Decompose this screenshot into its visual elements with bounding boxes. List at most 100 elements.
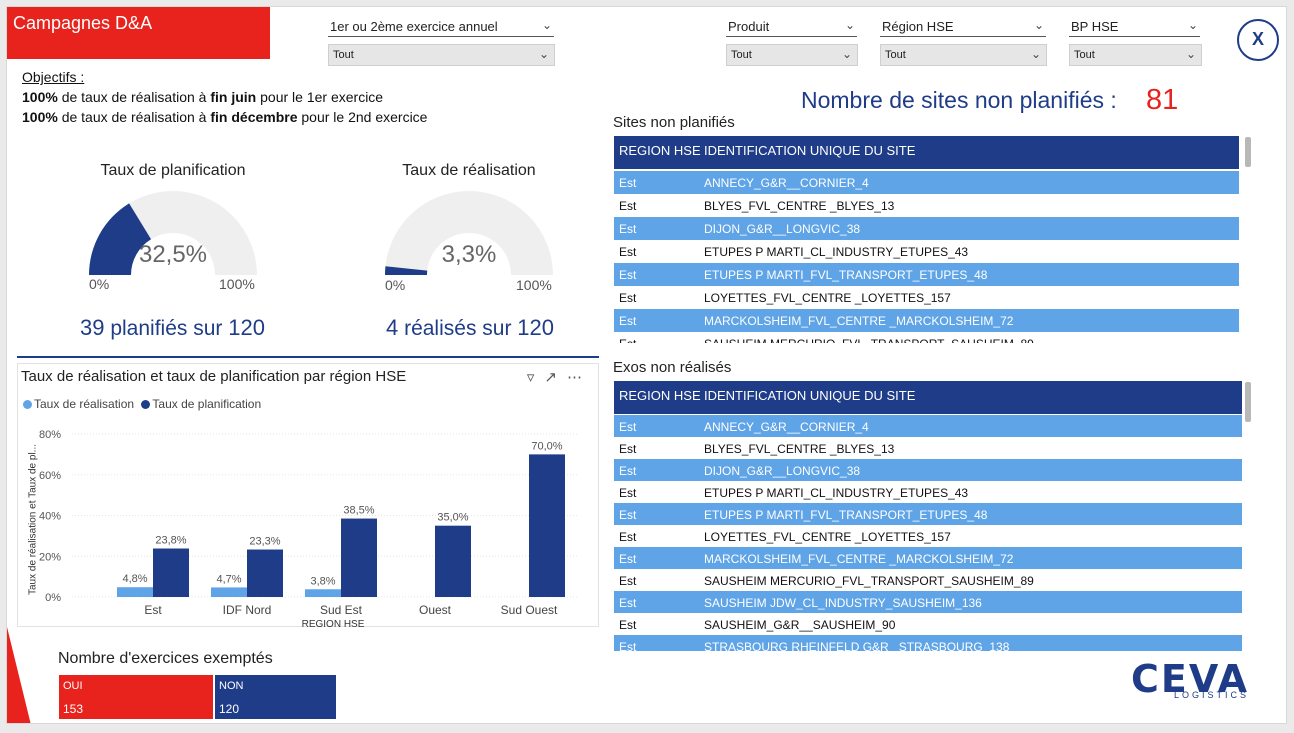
cell-region: Est [619, 176, 637, 190]
more-options-icon[interactable]: ⋯ [567, 369, 592, 386]
x-axis-title: REGION HSE [302, 619, 365, 628]
gauge-fill [385, 266, 428, 275]
chevron-down-icon: ⌄ [541, 18, 552, 32]
x-tick-label: IDF Nord [223, 603, 272, 617]
exemption-label: NON [219, 680, 244, 692]
table-row[interactable]: Est ETUPES P MARTI_FVL_TRANSPORT_ETUPES_4… [614, 503, 1242, 525]
gauge-min-label: 0% [385, 277, 406, 293]
exemption-label: OUI [63, 680, 83, 692]
cell-region: Est [619, 530, 637, 544]
data-label: 35,0% [437, 512, 468, 524]
cell-site-id: BLYES_FVL_CENTRE _BLYES_13 [704, 199, 895, 213]
objective-text: pour le 1er exercice [256, 89, 384, 105]
bar-planification[interactable] [247, 549, 283, 597]
table-row[interactable]: Est MARCKOLSHEIM_FVL_CENTRE _MARCKOLSHEIM… [614, 309, 1239, 332]
column-header[interactable]: IDENTIFICATION UNIQUE DU SITE [704, 143, 916, 158]
cell-site-id: BLYES_FVL_CENTRE _BLYES_13 [704, 442, 895, 456]
table-row[interactable]: Est SAUSHEIM_G&R__SAUSHEIM_90 [614, 613, 1242, 635]
gauge-planification[interactable] [83, 187, 263, 277]
bar-realisation[interactable] [117, 587, 153, 597]
slicer-exercice-dropdown[interactable]: Tout ⌄ [328, 44, 555, 66]
cell-site-id: MARCKOLSHEIM_FVL_CENTRE _MARCKOLSHEIM_72 [704, 552, 1014, 566]
bar-planification[interactable] [341, 518, 377, 597]
column-header[interactable]: IDENTIFICATION UNIQUE DU SITE [704, 388, 916, 403]
objective-pct: 100% [22, 109, 58, 125]
report-canvas: Campagnes D&A 1er ou 2ème exercice annue… [6, 6, 1287, 724]
unplanned-sites-label: Nombre de sites non planifiés : [801, 87, 1117, 113]
slicer-value: Tout [333, 49, 354, 61]
exemption-non-bar[interactable]: NON 120 [215, 675, 336, 719]
data-label: 3,8% [310, 575, 335, 587]
bar-realisation[interactable] [211, 587, 247, 597]
table-row[interactable]: Est ETUPES P MARTI_CL_INDUSTRY_ETUPES_43 [614, 481, 1242, 503]
slicer-region-dropdown[interactable]: Tout ⌄ [880, 44, 1047, 66]
slicer-produit-label: Produit ⌄ [726, 18, 857, 37]
gauge-realisation[interactable] [379, 187, 559, 277]
gauge-planification-value: 32,5% [138, 241, 208, 268]
cell-region: Est [619, 420, 637, 434]
table-row[interactable]: Est ETUPES P MARTI_FVL_TRANSPORT_ETUPES_4… [614, 263, 1239, 286]
objective-text: pour le 2nd exercice [297, 109, 428, 125]
cell-site-id: LOYETTES_FVL_CENTRE _LOYETTES_157 [704, 291, 951, 305]
table-row[interactable]: Est DIJON_G&R__LONGVIC_38 [614, 459, 1242, 481]
table-row[interactable]: Est ETUPES P MARTI_CL_INDUSTRY_ETUPES_43 [614, 240, 1239, 263]
objective-pct: 100% [22, 89, 58, 105]
table-row[interactable]: Est BLYES_FVL_CENTRE _BLYES_13 [614, 194, 1239, 217]
focus-mode-icon[interactable]: ↗ [544, 369, 567, 386]
data-label: 4,7% [216, 573, 241, 585]
table-row[interactable]: Est SAUSHEIM MERCURIO_FVL_TRANSPORT_SAUSH… [614, 332, 1239, 343]
summary-total: 120 [517, 315, 555, 340]
slicer-bp-dropdown[interactable]: Tout ⌄ [1069, 44, 1202, 66]
close-button[interactable]: X [1237, 19, 1279, 61]
chevron-down-icon: ⌄ [538, 47, 549, 61]
legend-dot-realisation [23, 400, 32, 409]
bar-planification[interactable] [529, 454, 565, 597]
cell-site-id: SAUSHEIM MERCURIO_FVL_TRANSPORT_SAUSHEIM… [704, 337, 1034, 343]
slicer-produit-dropdown[interactable]: Tout ⌄ [726, 44, 858, 66]
table-row[interactable]: Est BLYES_FVL_CENTRE _BLYES_13 [614, 437, 1242, 459]
unplanned-sites-count: 81 [1146, 84, 1179, 116]
legend-label[interactable]: Taux de planification [152, 397, 262, 411]
header-gap [614, 169, 1239, 171]
objectives-heading: Objectifs : [22, 69, 85, 85]
table-exos-scrollbar[interactable] [1245, 382, 1251, 422]
table-row[interactable]: Est DIJON_G&R__LONGVIC_38 [614, 217, 1239, 240]
bar-planification[interactable] [435, 525, 471, 597]
title-banner: Campagnes D&A [7, 7, 270, 59]
cell-region: Est [619, 245, 637, 259]
slicer-bp-label: BP HSE ⌄ [1069, 18, 1200, 37]
slicer-exercice-label: 1er ou 2ème exercice annuel ⌄ [328, 18, 554, 37]
cell-region: Est [619, 314, 637, 328]
table-row[interactable]: Est SAUSHEIM JDW_CL_INDUSTRY_SAUSHEIM_136 [614, 591, 1242, 613]
ceva-logo: CEVA [1131, 657, 1250, 701]
objective-text: de taux de réalisation à [57, 109, 211, 125]
table-sites-scrollbar[interactable] [1245, 137, 1251, 167]
gauge-track [385, 191, 553, 275]
exemption-oui-bar[interactable]: OUI 153 [59, 675, 213, 719]
chevron-down-icon: ⌄ [1030, 47, 1041, 61]
chevron-down-icon: ⌄ [1185, 47, 1196, 61]
objective-line-1: 100% de taux de réalisation à fin juin p… [22, 87, 427, 107]
objective-deadline: fin juin [210, 89, 257, 105]
filter-icon[interactable]: ▿ [526, 369, 545, 386]
bar-planification[interactable] [153, 548, 189, 597]
x-tick-label: Sud Ouest [501, 603, 558, 617]
data-label: 38,5% [343, 505, 374, 517]
table-row[interactable]: Est LOYETTES_FVL_CENTRE _LOYETTES_157 [614, 525, 1242, 547]
table-row[interactable]: Est ANNECY_G&R__CORNIER_4 [614, 171, 1239, 194]
legend-label[interactable]: Taux de réalisation [34, 397, 135, 411]
cell-region: Est [619, 337, 636, 343]
table-row[interactable]: Est STRASBOURG RHEINFELD G&R _STRASBOURG_… [614, 635, 1242, 651]
cell-region: Est [619, 486, 637, 500]
gauge-planification-title: Taux de planification [100, 162, 246, 179]
table-row[interactable]: Est LOYETTES_FVL_CENTRE _LOYETTES_157 [614, 286, 1239, 309]
column-header[interactable]: REGION HSE [619, 388, 701, 403]
table-row[interactable]: Est SAUSHEIM MERCURIO_FVL_TRANSPORT_SAUSH… [614, 569, 1242, 591]
bar-realisation[interactable] [305, 589, 341, 597]
y-tick-label: 20% [39, 551, 61, 563]
table-row[interactable]: Est ANNECY_G&R__CORNIER_4 [614, 415, 1242, 437]
column-header[interactable]: REGION HSE [619, 143, 701, 158]
table-row[interactable]: Est MARCKOLSHEIM_FVL_CENTRE _MARCKOLSHEIM… [614, 547, 1242, 569]
table-header: REGION HSE IDENTIFICATION UNIQUE DU SITE [614, 136, 1239, 169]
cell-site-id: MARCKOLSHEIM_FVL_CENTRE _MARCKOLSHEIM_72 [704, 314, 1014, 328]
